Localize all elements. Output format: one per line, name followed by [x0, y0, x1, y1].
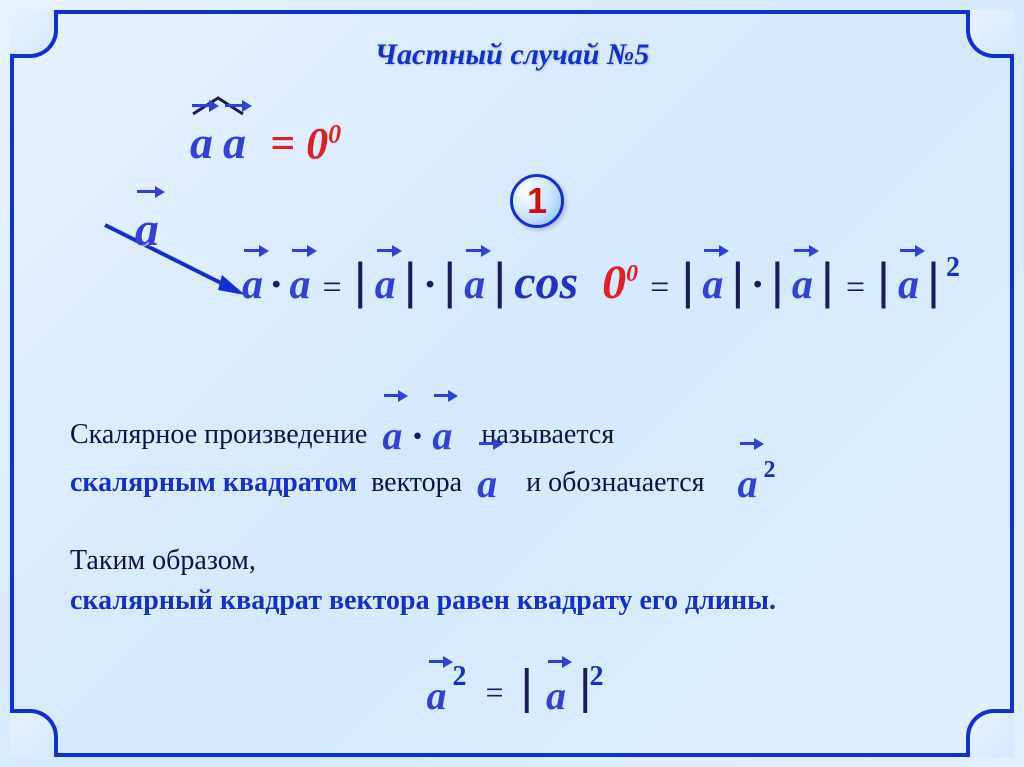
vector-a-2: a [223, 116, 246, 169]
eq-eq-3: = [846, 269, 865, 307]
angle-rhs: = 0 [270, 119, 328, 168]
def-text-2b-t: вектора [371, 467, 462, 498]
inline-a-squared: a [738, 454, 758, 514]
eq-dot-3: ∙ [752, 261, 763, 309]
eq-bar-8: | [821, 252, 834, 310]
cos-word: cos [514, 256, 578, 309]
eq-bar-5: | [681, 252, 694, 310]
cos-zero-base: 0 [602, 256, 626, 309]
eq-bar-2: | [404, 252, 417, 310]
def-scalar-square: скалярным квадратом [70, 467, 357, 498]
corner-br [966, 709, 1014, 757]
inline-vec-a-4: a [738, 454, 758, 514]
eq-dot-2: ∙ [425, 261, 436, 309]
eq-eq-1: = [323, 269, 342, 307]
slide-frame [10, 10, 1014, 757]
eq-squared-1: 2 [946, 252, 960, 284]
eq-bar-7: | [771, 252, 784, 310]
eq-bar-6: | [731, 252, 744, 310]
main-equation: a ∙ a = | a | ∙ | a | cos 00 = | a | ∙ |… [242, 252, 962, 310]
eq-vec-a-2: a [290, 261, 311, 309]
vector-a-1: a [190, 116, 213, 169]
corner-bl [10, 709, 58, 757]
final-a-sq: a [427, 672, 447, 719]
conclusion-line-1: Таким образом, [70, 540, 954, 582]
eq-vec-a-7: a [898, 261, 919, 309]
angle-expression: a a = 00 [190, 116, 341, 169]
cos-zero-sup: 0 [626, 261, 638, 287]
vector-angle-pair: a a [190, 116, 246, 169]
eq-bar-9: | [877, 252, 890, 310]
final-sup-1: 2 [453, 661, 467, 692]
final-vec-a-1: a [427, 672, 447, 719]
angle-equals-zero: = 00 [270, 118, 341, 169]
eq-bar-3: | [443, 252, 456, 310]
angle-sup: 0 [328, 119, 341, 148]
vector-arrow-icon [100, 210, 250, 310]
vector-a-label: a [135, 202, 159, 257]
def-text-1a: Скалярное произведение [70, 419, 367, 450]
cos-zero: 00 [590, 256, 638, 309]
slide-title: Частный случай №5 [0, 38, 1024, 72]
inline-sup-1: 2 [764, 457, 776, 483]
final-sup-2: 2 [589, 661, 603, 692]
eq-cos: cos 00 [514, 255, 638, 310]
vector-a-diagram: a [135, 202, 159, 257]
inline-vec-a-3: a [477, 454, 497, 514]
eq-bar-4: | [493, 252, 506, 310]
eq-vec-a-5: a [702, 261, 723, 309]
eq-vec-a-6: a [792, 261, 813, 309]
eq-dot-1: ∙ [271, 261, 282, 309]
final-bar-1: | [521, 661, 533, 714]
eq-vec-a-4: a [464, 261, 485, 309]
final-vec-a-2: a [546, 672, 566, 719]
eq-bar-10: | [927, 252, 940, 310]
final-mod-a: a [546, 672, 566, 719]
step-badge-1: 1 [510, 174, 564, 228]
inline-vec-a-single: a [477, 454, 497, 514]
final-equation: a 2 = | a |2 [0, 660, 1024, 715]
conclusion-line-2: скалярный квадрат вектора равен квадрату… [70, 580, 954, 622]
definition-line-2: скалярным квадратом вектора a и обознача… [70, 448, 954, 508]
eq-vec-a-3: a [375, 261, 396, 309]
eq-eq-2: = [650, 269, 669, 307]
final-eq-sign: = [486, 674, 504, 710]
def-text-2c: и обозначается [526, 467, 704, 498]
eq-bar-1: | [354, 252, 367, 310]
eq-vec-a-1: a [242, 261, 263, 309]
